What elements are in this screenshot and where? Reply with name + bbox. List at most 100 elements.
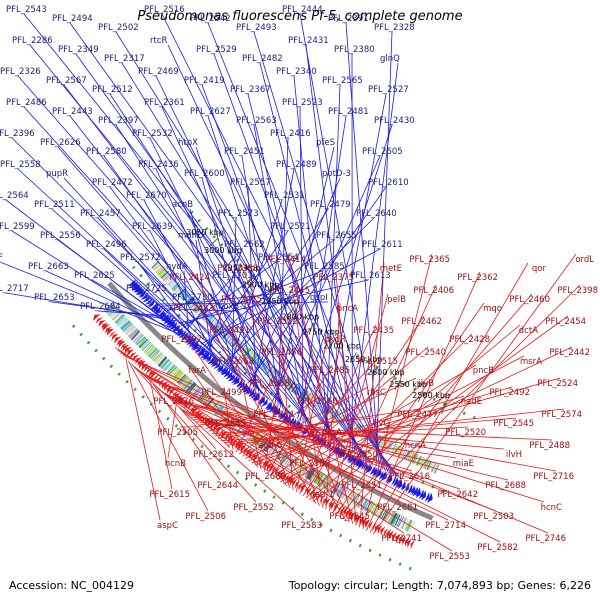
genome-summary: Topology: circular; Length: 7,074,893 bp… xyxy=(288,579,591,592)
feature-block xyxy=(157,356,168,367)
gene-arrow xyxy=(338,448,343,458)
gene-arrow xyxy=(300,484,307,493)
feature-block xyxy=(184,296,194,304)
feature-block xyxy=(163,361,173,372)
forward-leader-line xyxy=(207,22,389,473)
reverse-gene-label: PFL_2716 xyxy=(533,472,574,482)
gene-arrow xyxy=(251,451,257,461)
gene-arrow xyxy=(261,398,268,407)
gene-arrow xyxy=(106,328,114,336)
feature-block xyxy=(161,271,170,280)
feature-block xyxy=(112,311,123,321)
gene-arrow xyxy=(410,485,415,495)
reverse-gene-label: PFL_2714 xyxy=(425,521,466,531)
feature-block xyxy=(378,436,385,447)
feature-block xyxy=(211,320,219,329)
forward-gene-label: hydA xyxy=(166,262,188,272)
reverse-leader-line xyxy=(372,253,577,535)
feature-block xyxy=(255,357,263,367)
feature-block xyxy=(138,337,147,348)
forward-gene-label: PFL_2367 xyxy=(230,85,271,95)
gene-arrow xyxy=(346,452,352,462)
forward-gene-label: PFL_2627 xyxy=(190,107,231,117)
backbone-ring xyxy=(107,281,434,521)
feature-block xyxy=(402,449,409,459)
forward-gene-label: rtcR xyxy=(150,36,168,46)
gene-arrow xyxy=(264,401,271,410)
feature-block xyxy=(171,282,180,291)
reverse-gene-label: PFL_2520 xyxy=(445,428,486,438)
feature-block xyxy=(206,316,215,325)
reverse-leader-line xyxy=(287,253,354,524)
gene-arrow xyxy=(418,490,424,500)
forward-leader-line xyxy=(189,208,235,373)
forward-leader-line xyxy=(115,31,395,476)
feature-block xyxy=(114,314,125,324)
forward-gene-label: PFL_2481 xyxy=(328,107,369,117)
reverse-gene-label: PFL_2553 xyxy=(429,552,470,562)
gene-arrow xyxy=(378,470,384,480)
forward-gene-label: PFL_2431 xyxy=(288,36,329,46)
scale-tick-label: 2650 kbp xyxy=(345,355,383,364)
reverse-leader-line xyxy=(254,377,561,466)
reverse-gene-label: pncA xyxy=(337,304,358,314)
forward-leader-line xyxy=(97,310,172,317)
forward-gene-label: PFL_2489 xyxy=(276,160,317,170)
genome-backbone xyxy=(107,281,434,521)
feature-block xyxy=(316,400,323,410)
forward-leader-line xyxy=(223,217,375,365)
feature-block xyxy=(157,355,166,366)
reverse-leader-line xyxy=(312,315,569,503)
forward-leader-line xyxy=(201,84,336,443)
reverse-gene-label: hcnB xyxy=(165,459,186,469)
forward-gene-label: PFL_2730 xyxy=(172,293,213,303)
reverse-gene-label: PFL_2524 xyxy=(537,379,578,389)
gene-arrow xyxy=(195,410,202,418)
gene-arrow xyxy=(257,396,264,405)
forward-leader-line xyxy=(322,93,387,436)
reverse-gene-label: PFL_2362 xyxy=(457,273,498,283)
feature-block xyxy=(117,317,128,327)
scale-tick-label: 2550 kbp xyxy=(389,380,427,389)
gene-arrow xyxy=(364,519,371,529)
forward-gene-label: PFL_2556 xyxy=(40,231,81,241)
gene-arrow xyxy=(246,448,252,457)
feature-block xyxy=(186,381,196,393)
forward-gene-label: PFL_2416 xyxy=(270,129,311,139)
feature-block xyxy=(167,277,175,286)
forward-leader-line xyxy=(293,75,330,440)
feature-block xyxy=(284,454,293,465)
forward-gene-label: PFL_2563 xyxy=(236,116,277,126)
gene-arrow xyxy=(267,462,273,471)
forward-leader-line xyxy=(17,168,270,400)
reverse-gene-label: PFL_2550 xyxy=(337,450,378,460)
feature-block xyxy=(387,441,394,452)
reverse-gene-label: PFL_2435 xyxy=(353,326,394,336)
forward-gene-label: PFL_2654 xyxy=(258,253,299,263)
feature-block xyxy=(162,361,172,371)
forward-leader-line xyxy=(375,31,393,467)
scale-tick xyxy=(440,402,447,414)
reverse-gene-label: PFL_2522 xyxy=(257,317,298,327)
gene-arrow xyxy=(287,475,294,485)
feature-block xyxy=(292,459,300,471)
forward-gene-label: PFL_2725 xyxy=(126,284,167,294)
feature-block xyxy=(122,322,133,332)
gene-arrow xyxy=(122,344,130,352)
gene-arrow xyxy=(306,487,312,496)
feature-block xyxy=(339,486,348,499)
feature-block xyxy=(253,355,261,364)
forward-leader-line xyxy=(213,53,362,459)
feature-block xyxy=(141,341,152,351)
scale-tick xyxy=(328,338,336,349)
gene-arrow xyxy=(261,399,268,408)
scale-ticks: 2500 kbp 2550 kbp 2600 kbp 2650 kbp 2700 kbp… xyxy=(186,228,450,414)
forward-gene-label: PFL_2286 xyxy=(12,36,53,46)
gene-arrow xyxy=(334,503,340,512)
reverse-gene-label: farA xyxy=(188,366,206,376)
reverse-leader-line xyxy=(187,364,259,468)
feature-block xyxy=(222,330,231,339)
forward-leader-line xyxy=(180,270,323,326)
feature-block xyxy=(261,361,269,371)
